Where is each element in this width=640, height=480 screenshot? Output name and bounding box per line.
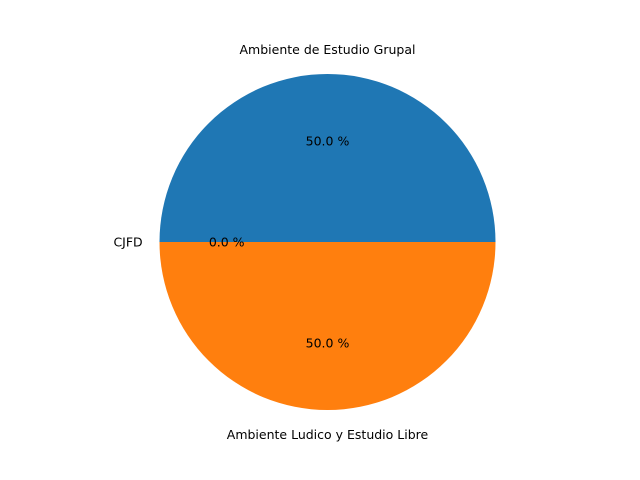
pie-slice-1 bbox=[159, 74, 496, 242]
slice-category-label: Ambiente de Estudio Grupal bbox=[240, 42, 416, 57]
pie-slice-3 bbox=[159, 242, 496, 410]
pie-slices bbox=[159, 74, 496, 410]
pie-labels: 50.0 % Ambiente de Estudio Grupal 0.0 % CJF… bbox=[113, 42, 428, 442]
slice-percent-label: 50.0 % bbox=[306, 134, 350, 149]
slice-category-label: Ambiente Ludico y Estudio Libre bbox=[227, 427, 429, 442]
slice-category-label: CJFD bbox=[113, 235, 142, 250]
slice-percent-label: 0.0 % bbox=[209, 235, 245, 250]
slice-percent-label: 50.0 % bbox=[306, 335, 350, 350]
